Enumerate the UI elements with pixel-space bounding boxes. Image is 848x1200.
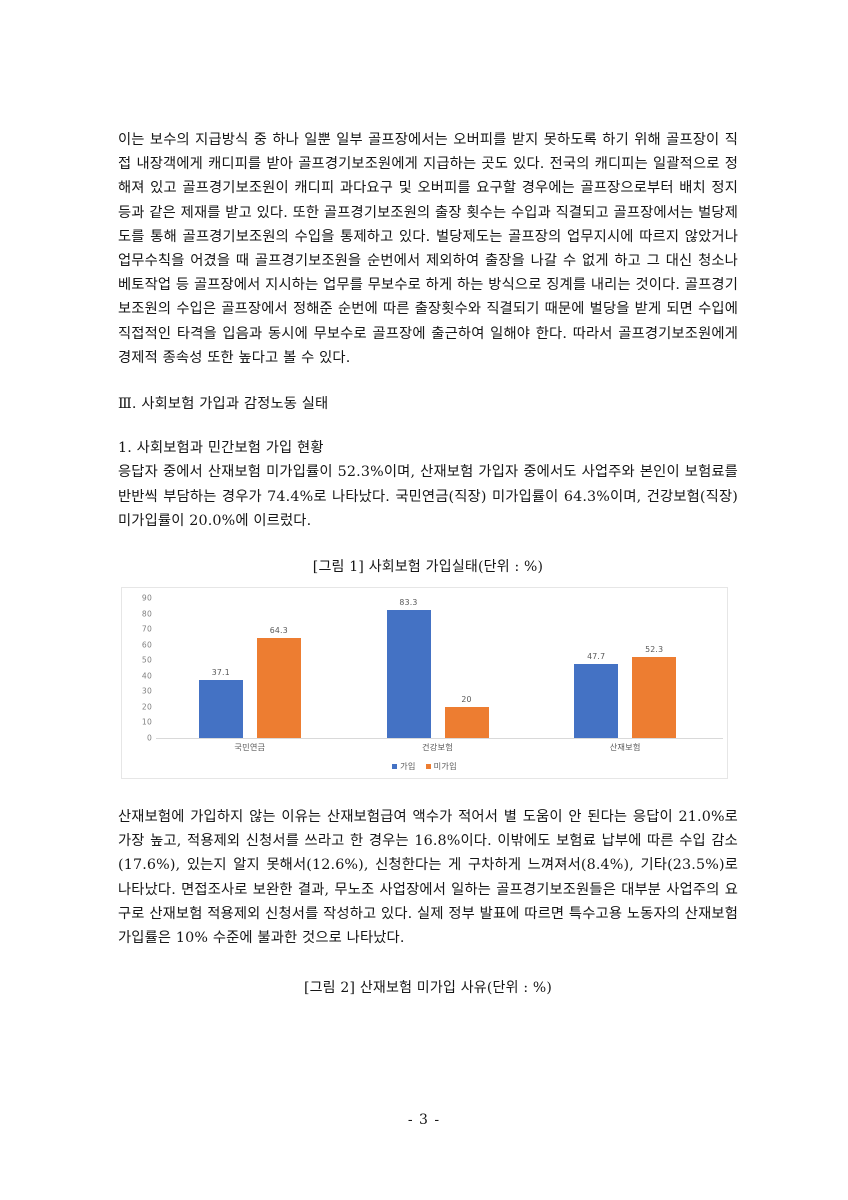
bar-enrolled[interactable]	[386, 610, 431, 739]
bar-enrolled[interactable]	[198, 680, 243, 739]
sub-heading-1: 1. 사회보험과 민간보험 가입 현황	[118, 440, 324, 457]
chart-legend: 가입 미가입	[122, 760, 727, 772]
y-tick: 30	[141, 686, 152, 696]
y-tick: 20	[141, 702, 152, 712]
bar-enrolled[interactable]	[574, 663, 619, 739]
chart-group-0: 37.1 64.3	[156, 598, 344, 739]
y-tick: 70	[141, 624, 152, 634]
chart-group-1: 83.3 20	[344, 598, 532, 739]
legend-swatch-icon	[392, 763, 398, 769]
spacer	[118, 779, 738, 805]
chart-plot-area: 37.1 64.3 83.3 20	[156, 598, 719, 739]
spacer	[118, 416, 738, 436]
spacer	[118, 370, 738, 392]
bar-wrap: 47.7	[574, 598, 619, 739]
figure-1-chart: 90 80 70 60 50 40 30 20 10 0 37.1	[121, 587, 728, 780]
category-label-0: 국민연금	[234, 742, 266, 753]
bar-value-label: 20	[461, 694, 472, 704]
figure-1-caption: [그림 1] 사회보험 가입실태(단위 : %)	[312, 559, 544, 576]
bar-not-enrolled[interactable]	[632, 656, 677, 739]
legend-label: 미가입	[433, 761, 457, 772]
chart-y-axis: 90 80 70 60 50 40 30 20 10 0	[122, 594, 152, 743]
page-number: - 3 -	[407, 1112, 441, 1128]
category-label-1: 건강보험	[422, 742, 453, 753]
y-tick: 90	[141, 593, 152, 603]
paragraph-insurance-stats: 응답자 중에서 산재보험 미가입률이 52.3%이며, 산재보험 가입자 중에서…	[118, 464, 738, 529]
y-tick: 40	[141, 671, 152, 681]
bar-value-label: 52.3	[645, 644, 664, 654]
category-label-2: 산재보험	[609, 742, 641, 753]
bar-wrap: 52.3	[632, 598, 677, 739]
figure-2-caption: [그림 2] 산재보험 미가입 사유(단위 : %)	[303, 980, 553, 997]
y-tick: 10	[141, 717, 152, 727]
bar-not-enrolled[interactable]	[444, 706, 489, 739]
chart-group-2: 47.7 52.3	[531, 598, 719, 739]
legend-label: 가입	[400, 761, 416, 772]
chart-category-labels: 국민연금 건강보험 산재보험	[156, 741, 719, 753]
y-tick: 50	[141, 655, 152, 665]
bar-value-label: 83.3	[399, 598, 418, 608]
bar-wrap: 20	[444, 598, 489, 739]
legend-item-enrolled[interactable]: 가입	[392, 760, 415, 772]
spacer	[118, 533, 738, 555]
legend-item-not-enrolled[interactable]: 미가입	[425, 760, 457, 772]
y-tick: 0	[146, 733, 152, 743]
bar-value-label: 37.1	[211, 668, 230, 678]
y-tick: 80	[141, 609, 152, 619]
bar-not-enrolled[interactable]	[256, 638, 301, 739]
bar-wrap: 64.3	[256, 598, 301, 739]
y-tick: 60	[141, 640, 152, 650]
section-heading-3: Ⅲ. 사회보험 가입과 감정노동 실태	[118, 396, 329, 413]
paragraph-non-enrollment-reasons: 산재보험에 가입하지 않는 이유는 산재보험급여 액수가 적어서 별 도움이 안…	[118, 809, 738, 947]
bar-wrap: 37.1	[198, 598, 243, 739]
bar-value-label: 47.7	[587, 651, 606, 661]
paragraph-economic-dependency: 이는 보수의 지급방식 중 하나 일뿐 일부 골프장에서는 오버피를 받지 못하…	[118, 132, 738, 366]
chart-baseline	[156, 738, 723, 740]
page-content: 이는 보수의 지급방식 중 하나 일뿐 일부 골프장에서는 오버피를 받지 못하…	[118, 128, 738, 1000]
bar-value-label: 64.3	[269, 626, 288, 636]
spacer	[118, 950, 738, 976]
bar-wrap: 83.3	[386, 598, 431, 739]
legend-swatch-icon	[425, 763, 431, 769]
